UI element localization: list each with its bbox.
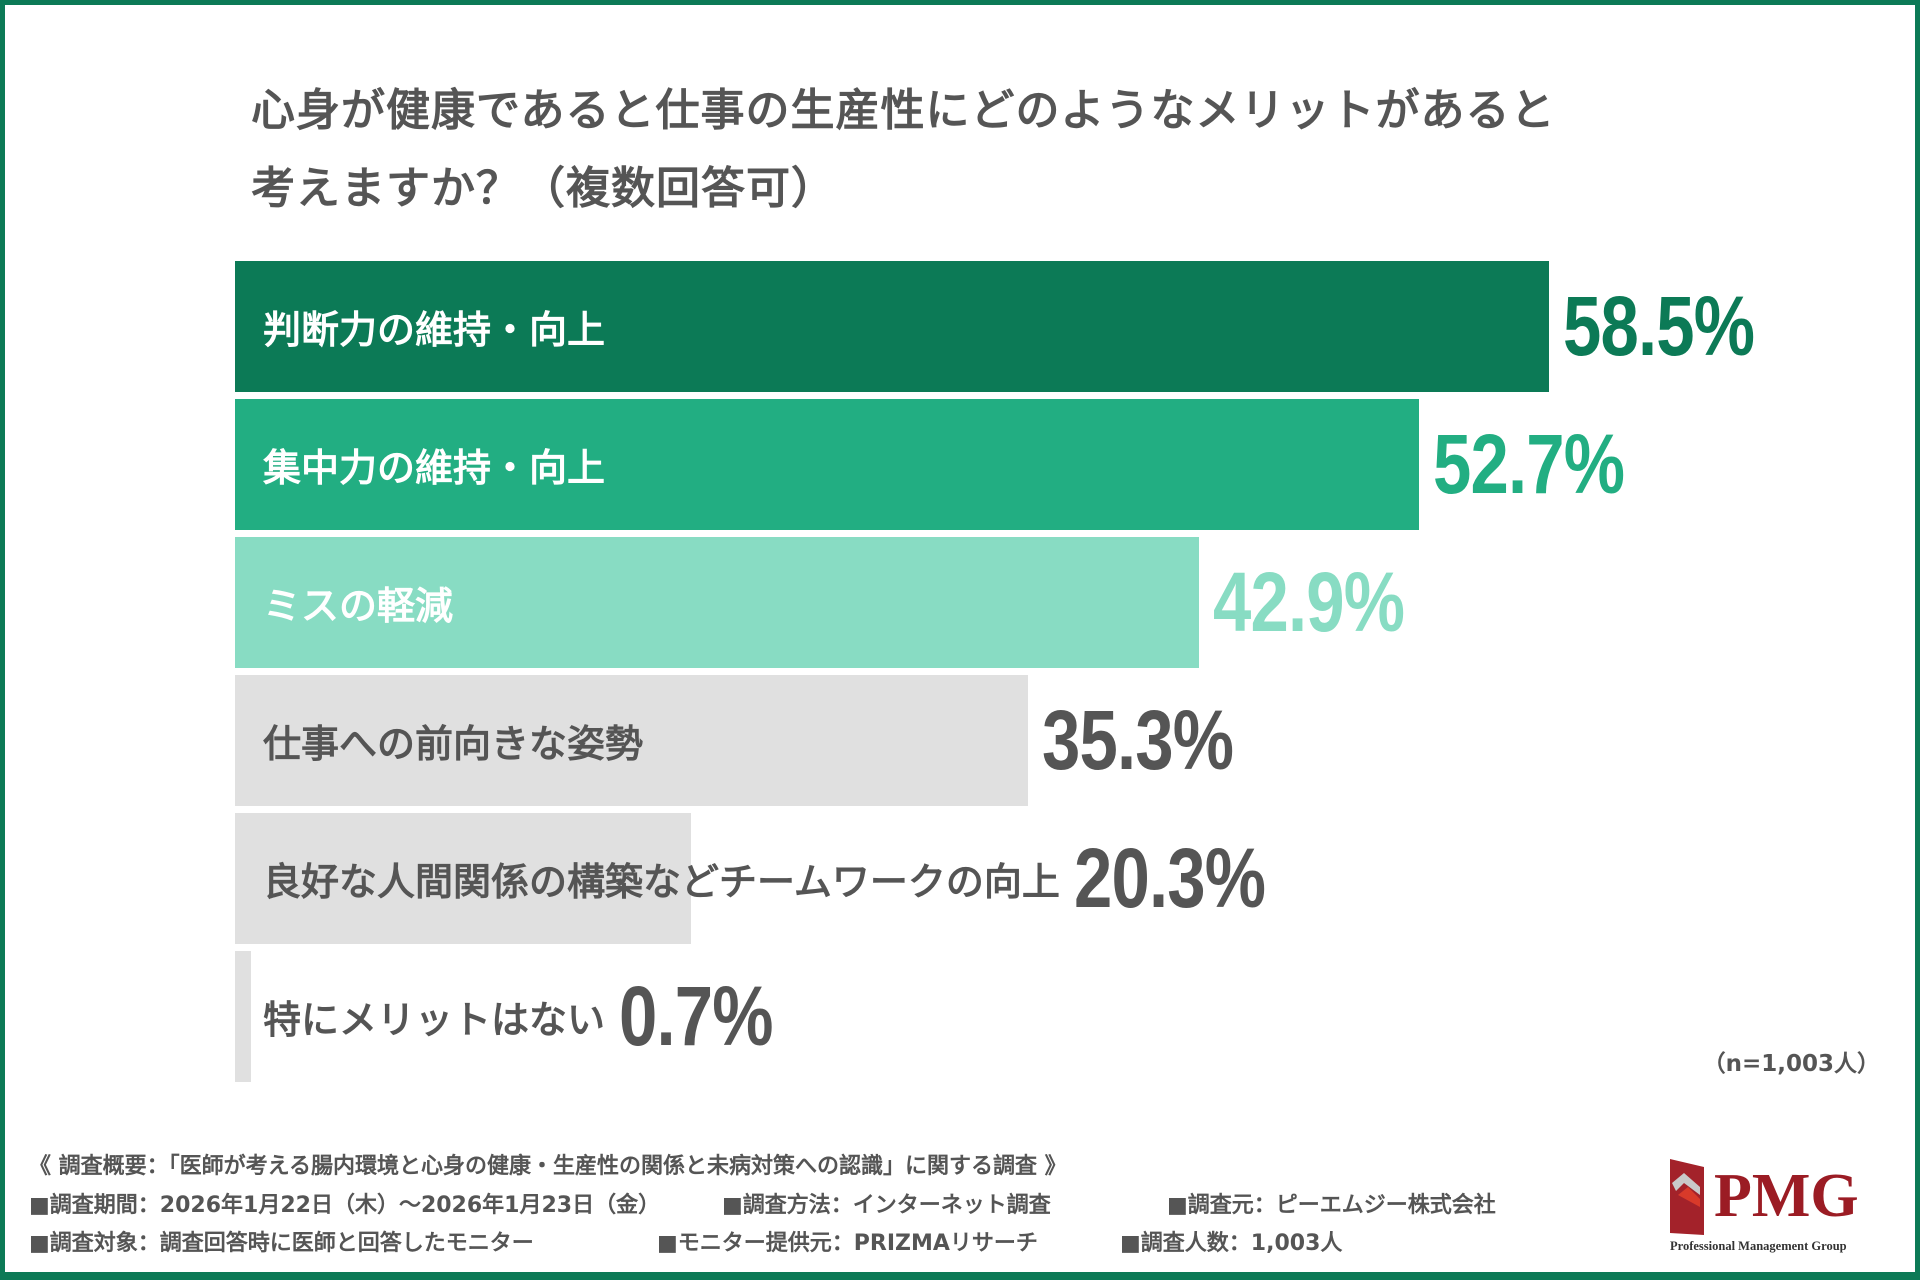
logo-text: PMG <box>1714 1162 1859 1230</box>
bar-area: 集中力の維持・向上 <box>235 399 1433 530</box>
value-label: 35.3% <box>1041 693 1234 787</box>
bar-row: 特にメリットはない 0.7% <box>235 951 806 1082</box>
title-line-1: 心身が健康であると仕事の生産性にどのようなメリットがあると <box>251 85 1556 136</box>
sample-size-note: （n=1,003人） <box>1702 1051 1880 1077</box>
bar <box>235 813 691 944</box>
logo-subtitle: Professional Management Group <box>1670 1239 1847 1253</box>
bar-row: 集中力の維持・向上 52.7% <box>235 399 1666 530</box>
survey-target: ■調査対象：調査回答時に医師と回答したモニター <box>29 1231 534 1256</box>
bar-area: ミスの軽減 <box>235 537 1213 668</box>
bar <box>235 261 1549 392</box>
value-label: 42.9% <box>1212 555 1405 649</box>
survey-period: ■調査期間：2026年1月22日（木）～2026年1月23日（金） <box>29 1193 661 1218</box>
bar-row: ミスの軽減 42.9% <box>235 537 1446 668</box>
survey-provider: ■モニター提供元：PRIZMAリサーチ <box>657 1231 1038 1256</box>
bar-label: 集中力の維持・向上 <box>263 446 606 490</box>
survey-source: ■調査元：ピーエムジー株式会社 <box>1167 1193 1496 1218</box>
chart-title: 心身が健康であると仕事の生産性にどのようなメリットがあると 考えますか？（複数回… <box>251 72 1556 228</box>
survey-summary: 《 調査概要：「医師が考える腸内環境と心身の健康・生産性の関係と未病対策への認識… <box>29 1154 1067 1179</box>
bar-label: 判断力の維持・向上 <box>263 308 606 352</box>
bar-label: 特にメリットはない <box>263 998 606 1042</box>
survey-method: ■調査方法：インターネット調査 <box>722 1193 1051 1218</box>
bar-label: 仕事への前向きな姿勢 <box>263 722 644 766</box>
survey-count: ■調査人数：1,003人 <box>1120 1231 1343 1256</box>
bar <box>235 399 1419 530</box>
value-label: 0.7% <box>619 969 774 1063</box>
bar-area: 判断力の維持・向上 <box>235 261 1563 392</box>
bar-area: 特にメリットはない <box>235 951 619 1082</box>
title-line-2: 考えますか？（複数回答可） <box>251 163 836 214</box>
bar-label: ミスの軽減 <box>263 584 454 628</box>
value-label: 20.3% <box>1073 831 1266 925</box>
bar-label: 良好な人間関係の構築などチームワークの向上 <box>263 860 1060 904</box>
bar-area: 良好な人間関係の構築などチームワークの向上 <box>235 813 1074 944</box>
bar-area: 仕事への前向きな姿勢 <box>235 675 1042 806</box>
bar-row: 仕事への前向きな姿勢 35.3% <box>235 675 1275 806</box>
pmg-logo: PMG Professional Management Group <box>1668 1157 1868 1257</box>
value-label: 52.7% <box>1432 417 1625 511</box>
bar-row: 判断力の維持・向上 58.5% <box>235 261 1796 392</box>
bar-row: 良好な人間関係の構築などチームワークの向上 20.3% <box>235 813 1307 944</box>
value-label: 58.5% <box>1563 279 1755 373</box>
bar <box>235 675 1028 806</box>
bar <box>235 951 251 1082</box>
bar <box>235 537 1199 668</box>
logo-emblem-icon <box>1670 1159 1704 1235</box>
